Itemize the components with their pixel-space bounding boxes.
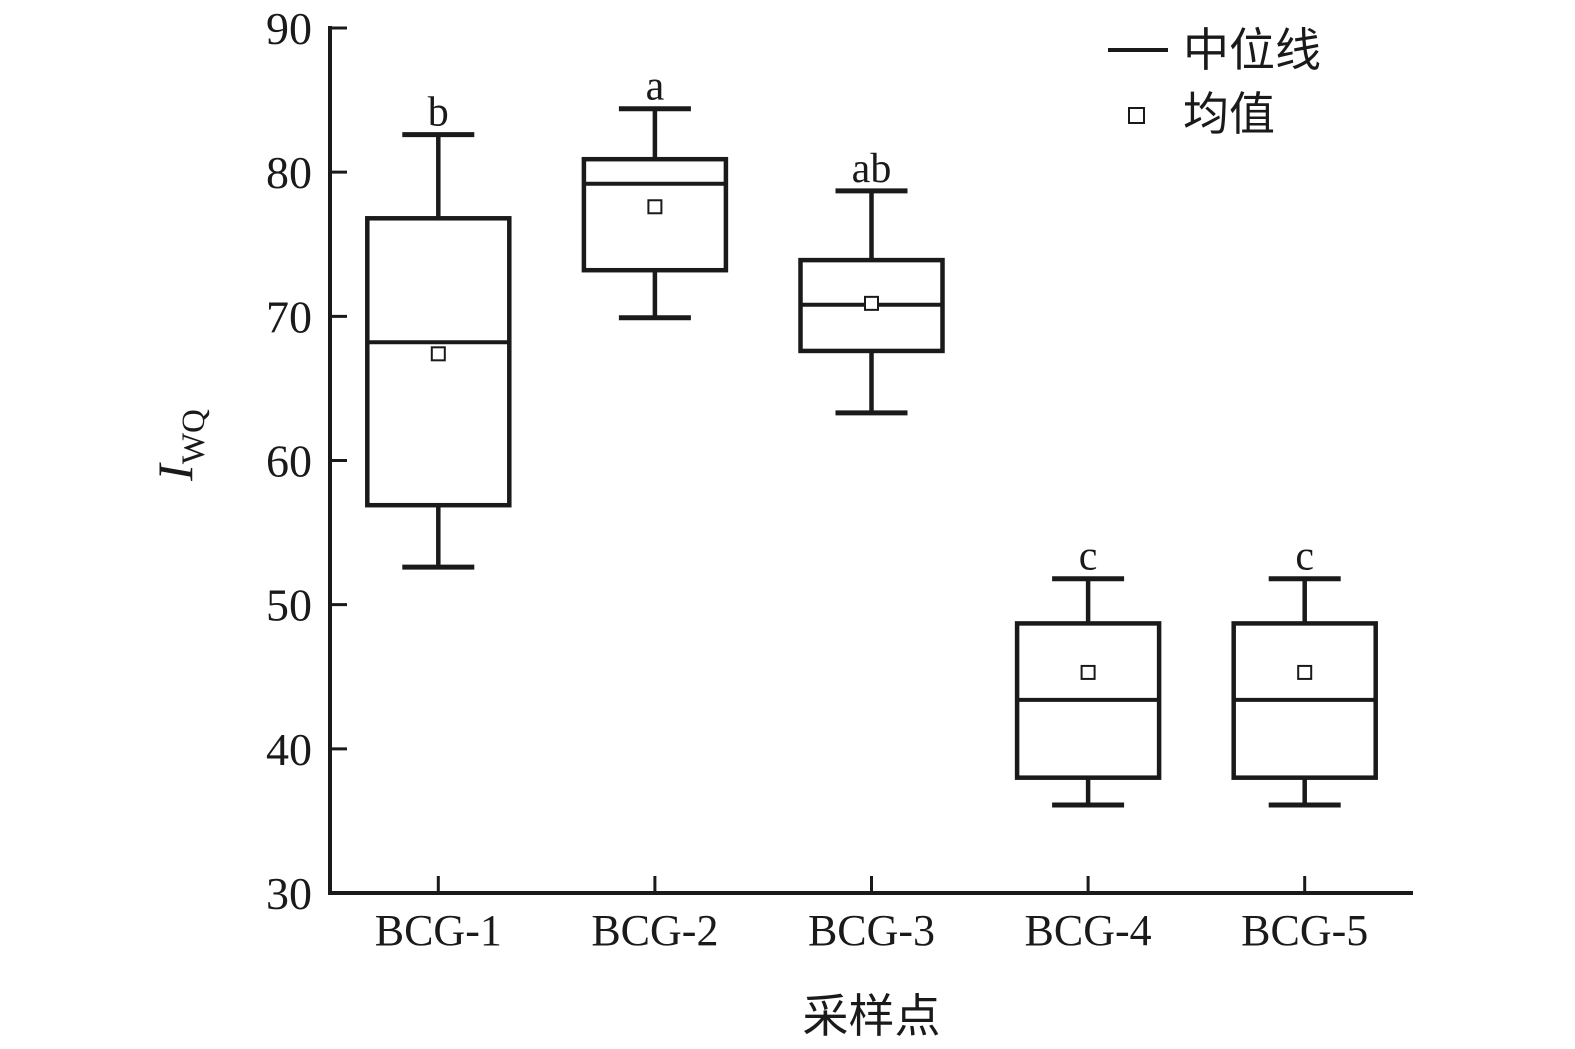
legend-mean-label: 均值: [1183, 89, 1275, 140]
axes: 30 40 50 60 70 80 90 BCG-1 BCG-2 BCG-3 BCG-4 BCG-5: [266, 3, 1413, 955]
y-tick-label: 90: [266, 3, 312, 54]
sig-letter: c: [1079, 534, 1098, 580]
legend-median-label: 中位线: [1183, 25, 1321, 76]
box-group-BCG-3: ab: [798, 146, 945, 416]
x-tick-label: BCG-2: [591, 906, 718, 955]
iqr-box: [365, 216, 512, 508]
mean-marker-square-icon: [430, 346, 446, 362]
x-tick-label: BCG-5: [1241, 906, 1368, 955]
y-tick-label: 50: [266, 580, 312, 631]
y-tick-label: 60: [266, 436, 312, 487]
legend-mean-square-icon: [1128, 107, 1145, 124]
y-tick-label: 70: [266, 291, 312, 342]
mean-marker-square-icon: [1080, 664, 1096, 680]
box-group-BCG-5: c: [1231, 534, 1378, 808]
mean-marker-square-icon: [1297, 664, 1313, 680]
y-tick-label: 80: [266, 147, 312, 198]
x-tick-label: BCG-4: [1025, 906, 1152, 955]
iqr-box: [581, 156, 729, 273]
box-group-BCG-1: b: [365, 90, 512, 570]
y-tick-label: 30: [266, 868, 312, 919]
sig-letter: ab: [852, 146, 892, 192]
mean-marker-square-icon: [864, 295, 879, 311]
y-tick-label: 40: [266, 724, 312, 775]
x-tick-label: BCG-3: [808, 906, 935, 955]
sig-letter: c: [1295, 534, 1314, 580]
x-axis-title: 采样点: [803, 991, 941, 1042]
box-group-BCG-2: a: [581, 64, 729, 321]
mean-marker-square-icon: [647, 199, 663, 215]
x-tick-label: BCG-1: [375, 906, 502, 955]
y-axis-title-subscript: WQ: [176, 409, 212, 464]
y-axis-title-main: I: [147, 462, 203, 482]
sig-letter: a: [646, 64, 665, 110]
box-group-BCG-4: c: [1014, 534, 1162, 808]
sig-letter: b: [428, 90, 449, 136]
y-axis-title: IWQ: [147, 409, 212, 482]
